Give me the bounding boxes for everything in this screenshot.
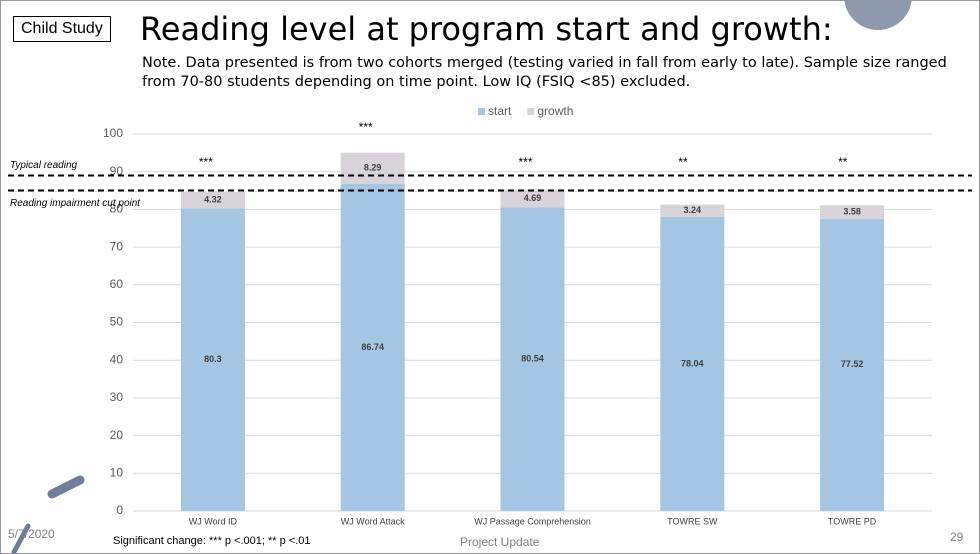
y-tick-label: 60 (110, 277, 124, 291)
bar-segment (180, 191, 245, 209)
significance: *** (519, 155, 533, 169)
y-tick-label: 0 (116, 503, 123, 517)
significance: ** (678, 155, 688, 169)
x-tick-label: WJ Word Attack (341, 516, 405, 526)
significance: *** (359, 120, 373, 134)
decor-circle (844, 0, 912, 30)
y-tick-label: 20 (110, 428, 124, 442)
value-label: 77.52 (841, 359, 864, 369)
y-tick-label: 70 (110, 239, 124, 253)
value-label: 3.24 (684, 205, 702, 215)
value-label: 80.54 (521, 354, 544, 364)
bar-segment (660, 204, 725, 217)
bar-segment (500, 207, 565, 511)
significance: *** (199, 155, 213, 169)
x-tick-label: TOWRE PD (828, 516, 877, 526)
tag: Child Study (13, 16, 111, 42)
bar-segment (340, 152, 405, 184)
date: 5/7/2020 (8, 527, 55, 541)
significance: ** (838, 155, 848, 169)
y-tick-label: 30 (110, 390, 124, 404)
y-tick-label: 100 (103, 126, 123, 140)
bar-segment (660, 216, 725, 512)
note: Note. Data presented is from two cohorts… (142, 55, 947, 90)
x-tick-label: TOWRE SW (667, 516, 718, 526)
y-tick-label: 80 (110, 202, 124, 216)
value-label: 8.29 (364, 163, 382, 173)
value-label: 3.58 (843, 206, 861, 216)
y-tick-label: 40 (110, 352, 124, 366)
page-number: 29 (950, 530, 964, 544)
y-tick-label: 90 (110, 164, 124, 178)
bar-segment (820, 218, 885, 511)
y-tick-label: 10 (110, 465, 124, 479)
footer: Project Update (460, 535, 540, 549)
reference-label: Reading impairment cut point (10, 198, 141, 209)
y-tick-label: 50 (110, 315, 124, 329)
bar-segment (180, 208, 245, 512)
value-label: 4.69 (524, 193, 542, 203)
value-label: 78.04 (681, 358, 704, 368)
value-label: 86.74 (361, 342, 384, 352)
bar-segment (340, 183, 405, 511)
legend-label: growth (537, 104, 573, 118)
legend-swatch (478, 108, 485, 115)
reference-label: Typical reading (10, 160, 78, 171)
legend-swatch (527, 108, 535, 115)
slide-title: Reading level at program start and growt… (140, 10, 833, 48)
bar-segment (500, 189, 565, 208)
value-label: 4.32 (204, 195, 222, 205)
value-label: 80.3 (204, 354, 222, 364)
x-tick-label: WJ Passage Comprehension (474, 516, 591, 526)
legend-label: start (488, 104, 512, 118)
footnote: Significant change: *** p <.001; ** p <.… (113, 535, 311, 547)
x-tick-label: WJ Word ID (189, 516, 238, 526)
bar-segment (820, 205, 885, 219)
